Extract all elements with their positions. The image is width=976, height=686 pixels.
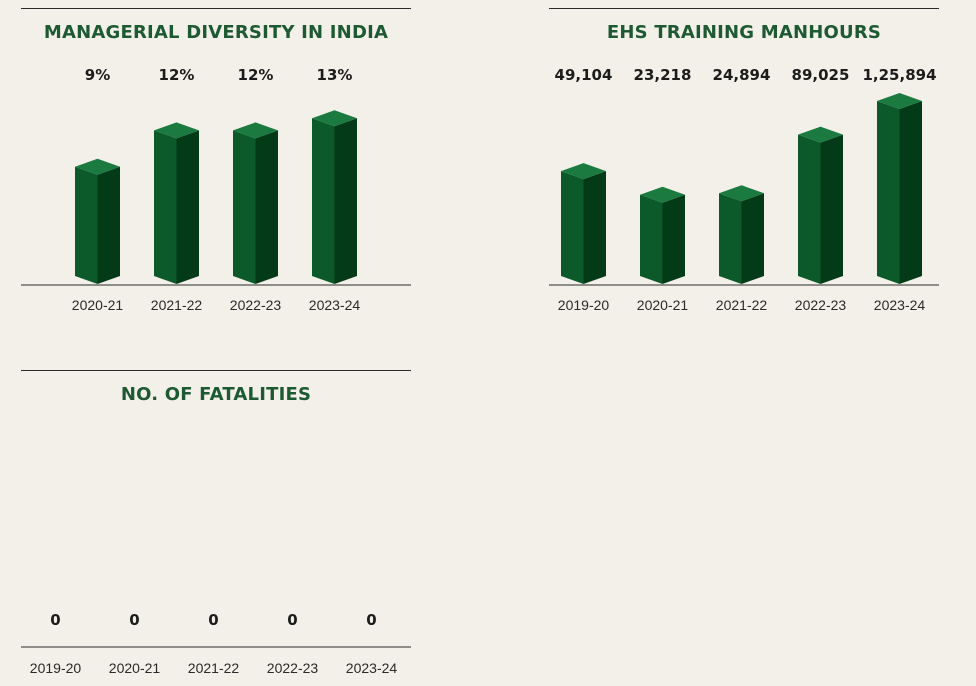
data-label: 23,218 xyxy=(634,66,692,84)
chart-title: NO. OF FATALITIES xyxy=(120,384,312,405)
data-label: 89,025 xyxy=(792,66,850,84)
bar-face-right xyxy=(583,171,606,284)
bar xyxy=(312,110,357,285)
bar-top xyxy=(640,186,685,203)
bar-face-left xyxy=(312,118,335,285)
bar-face-right xyxy=(176,130,199,284)
managerial-diversity-chart: 9% 2020-21 12% 2021-22 12% 2022-23 13% 2023-24 xyxy=(21,66,411,313)
bar xyxy=(154,122,199,284)
fatalities-chart: 0 2019-20 0 2020-21 0 2021-22 0 2022-23 0 2023-24 xyxy=(21,611,411,676)
data-label: 49,104 xyxy=(555,66,613,84)
x-tick-label: 2022-23 xyxy=(795,297,847,313)
chart-panel-fatalities: NO. OF FATALITIES 0 2019-20 0 2020-21 0 2021-… xyxy=(21,370,411,686)
data-label: 0 xyxy=(129,611,139,629)
panel-top-rule xyxy=(21,370,411,371)
bar-face-left xyxy=(154,130,177,284)
bar-face-right xyxy=(741,193,764,284)
x-tick-label: 2023-24 xyxy=(309,297,361,313)
bar-face-left xyxy=(75,166,98,284)
panel-top-rule xyxy=(21,8,411,9)
ehs-training-chart: 49,104 2019-20 23,218 2020-21 24,894 2021-22 8… xyxy=(549,66,939,313)
bar-face-right xyxy=(97,166,120,284)
x-tick-label: 2023-24 xyxy=(874,297,926,313)
data-label: 1,25,894 xyxy=(862,66,936,84)
bar-top xyxy=(75,158,120,175)
panel-top-rule xyxy=(549,8,939,9)
data-label: 12% xyxy=(159,66,195,84)
bar-face-right xyxy=(820,134,843,284)
x-tick-label: 2023-24 xyxy=(346,660,398,676)
x-tick-label: 2020-21 xyxy=(109,660,161,676)
bar-top xyxy=(312,110,357,127)
x-tick-label: 2021-22 xyxy=(151,297,203,313)
data-label: 12% xyxy=(238,66,274,84)
bar-top xyxy=(233,122,278,139)
bar-face-left xyxy=(233,130,256,284)
bar xyxy=(75,158,120,284)
x-tick-label: 2019-20 xyxy=(30,660,82,676)
bar-top xyxy=(719,185,764,202)
data-label: 0 xyxy=(287,611,297,629)
data-label: 0 xyxy=(366,611,376,629)
chart-title: EHS TRAINING MANHOURS xyxy=(606,22,882,43)
x-tick-label: 2021-22 xyxy=(188,660,240,676)
data-label: 13% xyxy=(317,66,353,84)
bar-top xyxy=(561,163,606,180)
bar-face-right xyxy=(334,118,357,285)
x-tick-label: 2022-23 xyxy=(267,660,319,676)
x-tick-label: 2020-21 xyxy=(637,297,689,313)
data-label: 0 xyxy=(208,611,218,629)
data-label: 24,894 xyxy=(713,66,771,84)
bar-face-left xyxy=(640,194,663,284)
bar-face-right xyxy=(899,101,922,284)
x-tick-label: 2021-22 xyxy=(716,297,768,313)
bar xyxy=(719,185,764,284)
x-tick-label: 2022-23 xyxy=(230,297,282,313)
x-tick-label: 2019-20 xyxy=(558,297,610,313)
data-label: 0 xyxy=(50,611,60,629)
bar-face-right xyxy=(255,130,278,284)
x-tick-label: 2020-21 xyxy=(72,297,124,313)
bar-face-left xyxy=(561,171,584,284)
chart-panel-ehs-training: EHS TRAINING MANHOURS 49,104 2019-20 23,21… xyxy=(549,8,939,328)
chart-title: MANAGERIAL DIVERSITY IN INDIA xyxy=(43,22,389,43)
data-label: 9% xyxy=(85,66,110,84)
bar xyxy=(877,93,922,284)
bar xyxy=(798,126,843,284)
bar-face-left xyxy=(798,134,821,284)
bar xyxy=(561,163,606,284)
bar-top xyxy=(877,93,922,109)
bar-top xyxy=(154,122,199,139)
bar-face-right xyxy=(662,194,685,284)
bar-face-left xyxy=(719,193,742,284)
bar xyxy=(233,122,278,284)
bar-face-left xyxy=(877,101,900,284)
bar xyxy=(640,186,685,284)
chart-panel-managerial-diversity: MANAGERIAL DIVERSITY IN INDIA 9% 2020-21 1… xyxy=(21,8,411,328)
